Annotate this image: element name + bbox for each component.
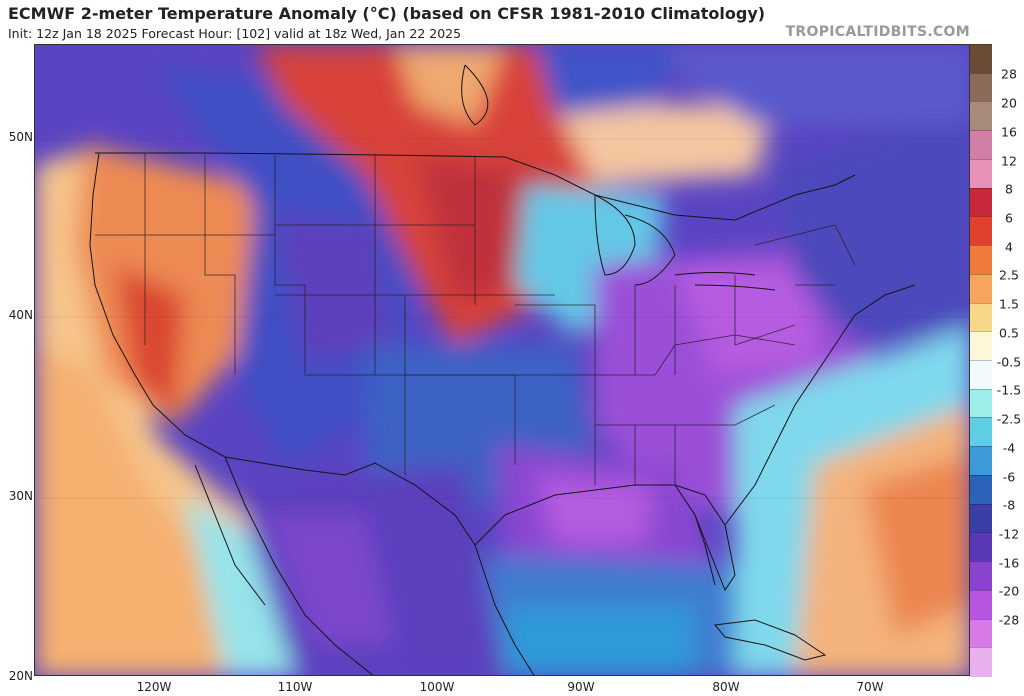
colorbar-swatch xyxy=(970,446,992,476)
colorbar-swatch xyxy=(970,589,992,620)
lon-label-120w: 120W xyxy=(136,680,172,694)
lon-label-80w: 80W xyxy=(712,680,740,694)
colorbar-label: -16 xyxy=(998,555,1020,571)
political-borders xyxy=(89,64,916,675)
anomaly-map-svg xyxy=(35,45,969,675)
colorbar-label: -28 xyxy=(998,612,1020,628)
colorbar-swatch xyxy=(970,187,992,218)
colorbar-swatch xyxy=(970,101,992,132)
lat-label-30n: 30N xyxy=(8,489,33,503)
colorbar-label: -6 xyxy=(1002,469,1016,485)
colorbar-swatch xyxy=(970,302,992,333)
colorbar-label: -1.5 xyxy=(996,382,1022,398)
lat-label-40n: 40N xyxy=(8,308,33,322)
colorbar-swatch xyxy=(970,331,992,361)
colorbar-swatch xyxy=(970,647,992,677)
colorbar-label: 20 xyxy=(1001,95,1017,111)
colorbar-swatch xyxy=(970,158,992,189)
colorbar-swatch xyxy=(970,532,992,563)
lon-label-110w: 110W xyxy=(277,680,313,694)
colorbar-swatch xyxy=(970,561,992,591)
colorbar-label: -4 xyxy=(1002,440,1016,456)
colorbar-swatch xyxy=(970,360,992,390)
colorbar-swatch xyxy=(970,72,992,103)
colorbar-label: 28 xyxy=(1001,66,1017,82)
colorbar-swatch xyxy=(970,216,992,247)
colorbar-label: 12 xyxy=(1001,153,1017,169)
colorbar-label: -2.5 xyxy=(996,411,1022,427)
colorbar-label: 1.5 xyxy=(999,296,1019,312)
colorbar-label: 0.5 xyxy=(999,325,1019,341)
lat-label-20n: 20N xyxy=(8,669,33,683)
colorbar-swatch xyxy=(970,417,992,448)
lon-label-70w: 70W xyxy=(856,680,884,694)
map-title: ECMWF 2-meter Temperature Anomaly (°C) (… xyxy=(8,4,766,23)
lat-label-50n: 50N xyxy=(8,130,33,144)
colorbar-label: 16 xyxy=(1001,124,1017,140)
lon-label-90w: 90W xyxy=(567,680,595,694)
state-lines xyxy=(95,153,856,485)
anomaly-field xyxy=(35,45,969,675)
colorbar-label: -20 xyxy=(998,583,1020,599)
colorbar-label: -8 xyxy=(1002,497,1016,513)
colorbar-swatch xyxy=(970,44,992,74)
colorbar-swatch xyxy=(970,273,992,304)
colorbar-label: -12 xyxy=(998,526,1020,542)
colorbar-swatch xyxy=(970,503,992,534)
colorbar-label: -0.5 xyxy=(996,354,1022,370)
forecast-subtitle: Init: 12z Jan 18 2025 Forecast Hour: [10… xyxy=(8,26,462,41)
colorbar-label: 2.5 xyxy=(999,267,1019,283)
graticule xyxy=(35,138,969,499)
colorbar-swatch xyxy=(970,388,992,419)
brand-watermark: TROPICALTIDBITS.COM xyxy=(785,24,970,40)
anomaly-map xyxy=(34,44,970,676)
colorbar: 28 20 16 12 8 6 4 2.5 1.5 0.5 -0.5 -1.5 -2.5 -4 -6 -8 -1… xyxy=(970,44,1024,677)
colorbar-swatch xyxy=(970,474,992,505)
colorbar-swatch xyxy=(970,130,992,160)
lon-label-100w: 100W xyxy=(419,680,455,694)
colorbar-swatch xyxy=(970,618,992,649)
colorbar-label: 6 xyxy=(1005,210,1013,226)
colorbar-label: 8 xyxy=(1005,181,1013,197)
colorbar-label: 4 xyxy=(1005,239,1013,255)
colorbar-swatch xyxy=(970,245,992,275)
